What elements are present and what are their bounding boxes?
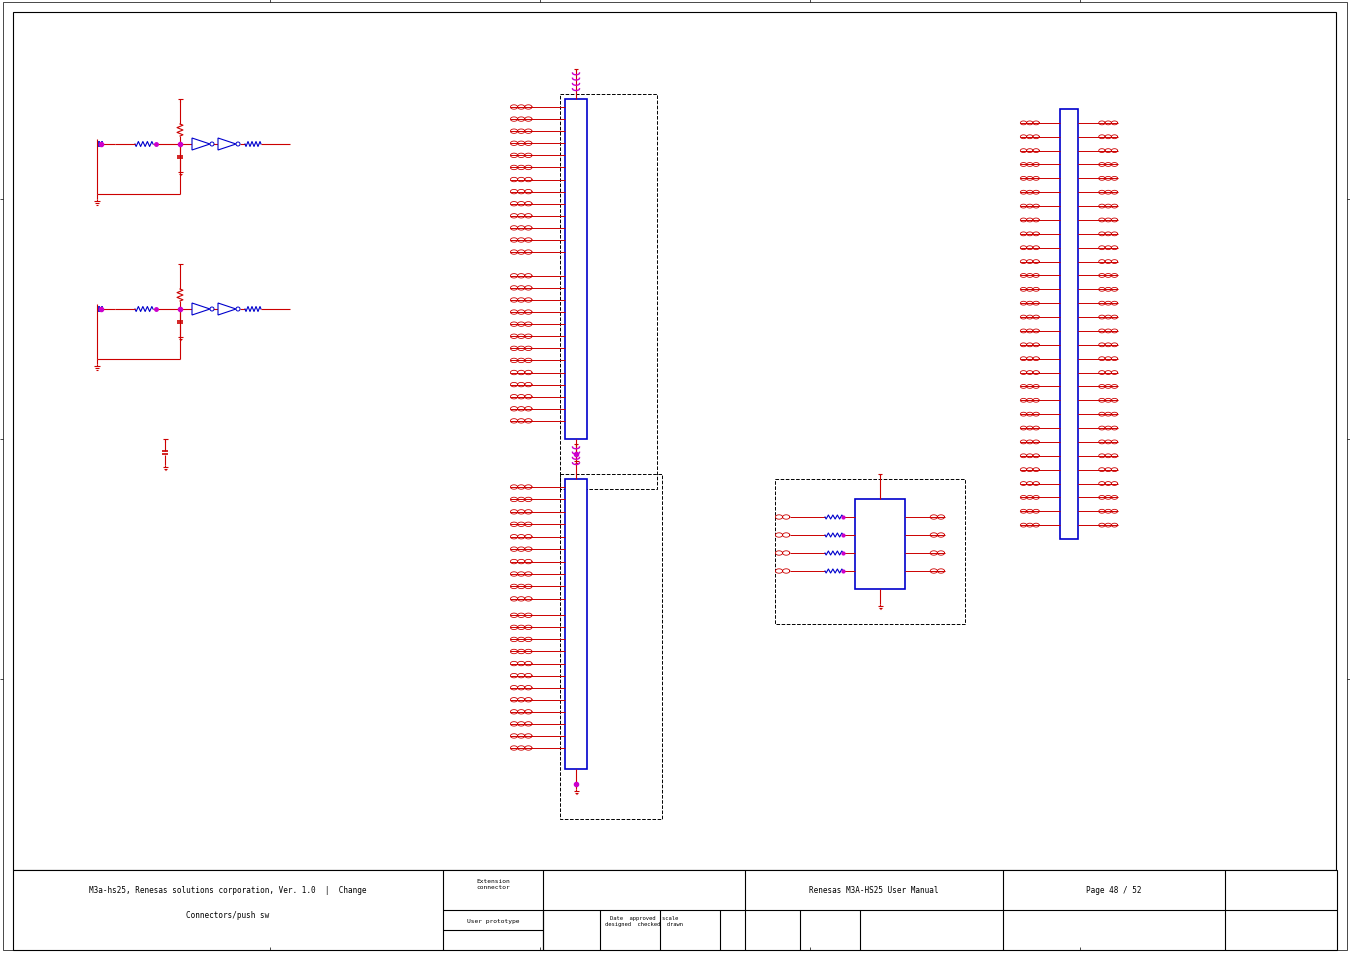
Polygon shape — [217, 304, 236, 315]
Text: Page 48 / 52: Page 48 / 52 — [1087, 885, 1142, 894]
Bar — [14, 13, 1336, 870]
Polygon shape — [217, 139, 236, 151]
Text: Connectors/push sw: Connectors/push sw — [186, 910, 270, 919]
Bar — [560, 475, 662, 820]
Text: Date  approved  scale
designed  checked  drawn: Date approved scale designed checked dra… — [605, 915, 683, 925]
Circle shape — [236, 143, 240, 147]
Circle shape — [211, 143, 215, 147]
Text: Renesas M3A-HS25 User Manual: Renesas M3A-HS25 User Manual — [809, 885, 938, 894]
Bar — [566, 100, 587, 439]
Text: M3a-hs25, Renesas solutions corporation, Ver. 1.0  |  Change: M3a-hs25, Renesas solutions corporation,… — [89, 885, 367, 894]
Text: User prototype: User prototype — [467, 918, 520, 923]
Bar — [14, 870, 1336, 950]
Bar — [560, 95, 657, 490]
Text: Extension
connector: Extension connector — [477, 878, 510, 889]
Bar — [775, 479, 965, 624]
Circle shape — [211, 308, 215, 312]
Bar — [566, 479, 587, 769]
Circle shape — [236, 308, 240, 312]
Polygon shape — [192, 139, 211, 151]
Bar — [855, 499, 904, 589]
Bar — [1060, 110, 1079, 539]
Polygon shape — [192, 304, 211, 315]
